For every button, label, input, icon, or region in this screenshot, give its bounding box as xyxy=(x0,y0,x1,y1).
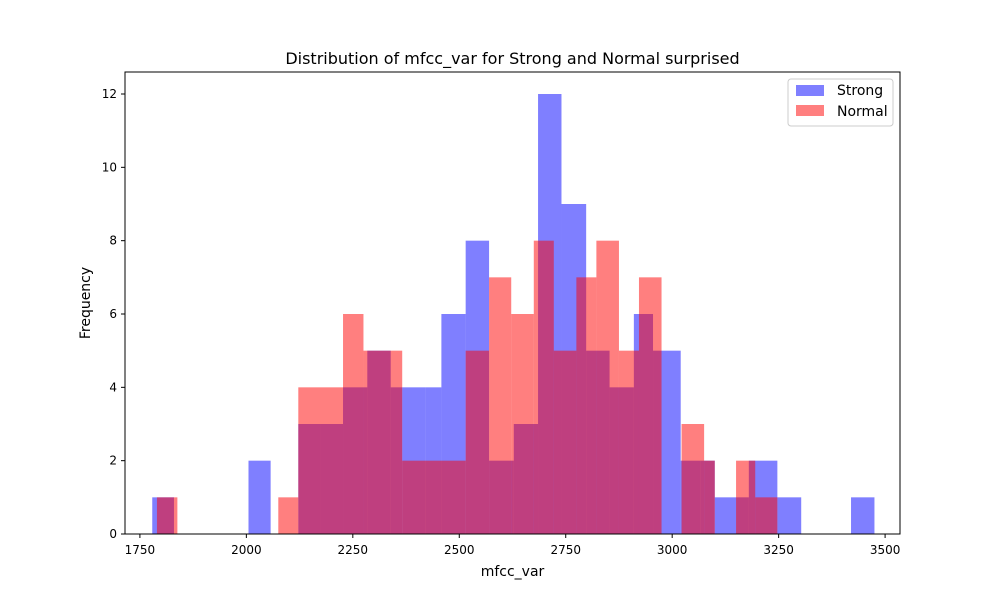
histogram-bar-normal xyxy=(278,497,299,534)
histogram-bar-normal xyxy=(156,497,178,534)
histogram-bar-normal xyxy=(298,387,344,534)
x-tick-label: 2000 xyxy=(231,543,262,557)
y-tick-label: 4 xyxy=(109,380,117,394)
histogram-bar-normal xyxy=(511,314,534,534)
x-axis-label: mfcc_var xyxy=(481,564,545,580)
histogram-bar-normal xyxy=(681,424,705,534)
histogram-bar-normal xyxy=(489,277,512,534)
x-tick-label: 3250 xyxy=(763,543,794,557)
y-tick-label: 12 xyxy=(102,87,117,101)
histogram-bar-normal xyxy=(533,240,554,534)
histogram-bar-normal xyxy=(363,350,403,534)
histogram-bar-normal xyxy=(576,277,597,534)
histogram-bar-normal xyxy=(704,460,715,534)
histogram-bar-normal xyxy=(638,277,662,534)
histogram-bar-normal xyxy=(553,350,577,534)
x-tick-label: 1750 xyxy=(125,543,156,557)
legend-label-strong: Strong xyxy=(837,83,883,99)
x-tick-label: 2500 xyxy=(444,543,475,557)
legend: Strong Normal xyxy=(787,78,894,127)
histogram-bar-normal xyxy=(343,314,364,534)
y-tick-label: 2 xyxy=(109,454,117,468)
chart-title: Distribution of mfcc_var for Strong and … xyxy=(285,49,739,69)
y-axis: 0 2 4 6 8 10 12 xyxy=(102,87,125,541)
legend-swatch-normal xyxy=(796,105,824,116)
x-tick-label: 2250 xyxy=(338,543,369,557)
legend-label-normal: Normal xyxy=(837,104,888,120)
y-axis-label: Frequency xyxy=(78,267,94,339)
histogram-bar-strong xyxy=(714,497,737,534)
x-axis: 1750 2000 2250 2500 2750 3000 3250 3500 xyxy=(125,534,901,557)
histogram-bar-normal xyxy=(618,350,639,534)
x-tick-label: 3000 xyxy=(657,543,688,557)
histogram-bar-normal xyxy=(736,460,756,534)
bars-layer xyxy=(152,94,875,534)
histogram-bar-normal xyxy=(755,497,778,534)
x-tick-label: 3500 xyxy=(870,543,901,557)
y-tick-label: 6 xyxy=(109,307,117,321)
plot-frame xyxy=(124,71,901,535)
y-tick-label: 0 xyxy=(109,527,117,541)
y-tick-label: 8 xyxy=(109,234,117,248)
x-tick-label: 2750 xyxy=(550,543,581,557)
histogram-bar-normal xyxy=(596,240,619,534)
histogram-bar-strong xyxy=(851,497,875,534)
histogram-bar-strong xyxy=(248,460,271,534)
histogram-bar-strong xyxy=(777,497,802,534)
histogram-bar-normal xyxy=(465,350,490,534)
histogram-bar-normal xyxy=(402,460,466,534)
y-tick-label: 10 xyxy=(102,160,117,174)
legend-swatch-strong xyxy=(796,85,824,96)
